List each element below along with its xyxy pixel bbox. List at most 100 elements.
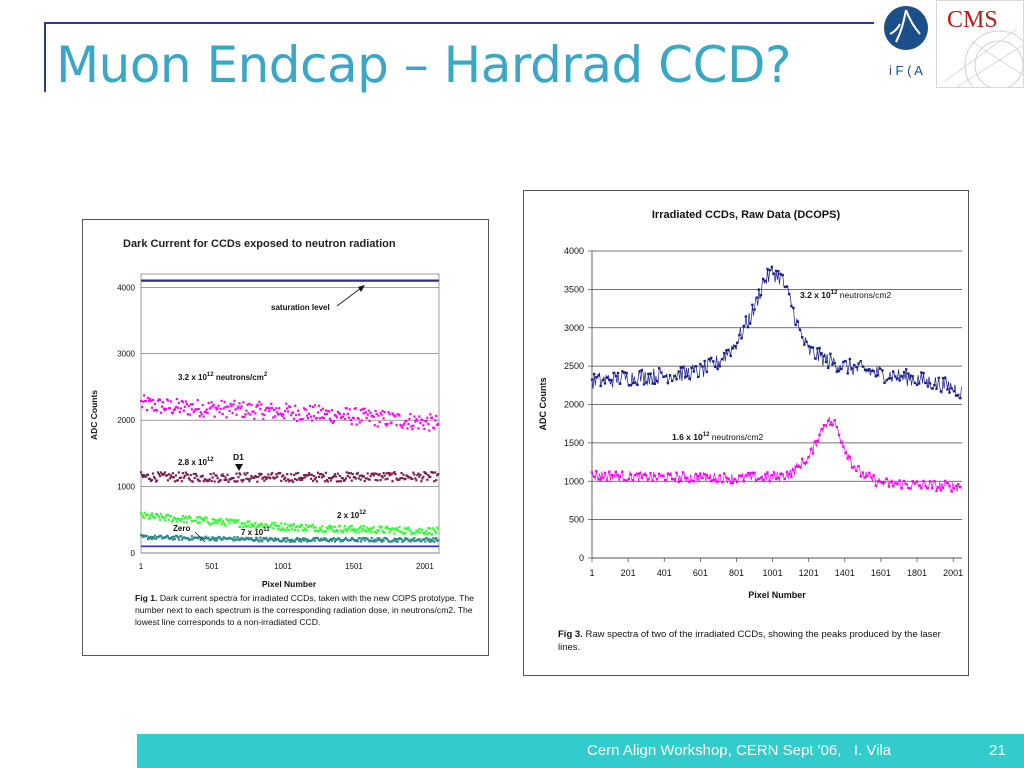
data-point bbox=[892, 484, 895, 488]
data-point bbox=[398, 414, 401, 417]
data-point bbox=[755, 296, 758, 299]
data-point bbox=[269, 477, 272, 480]
data-point bbox=[242, 525, 245, 529]
data-point bbox=[300, 538, 304, 541]
data-point bbox=[427, 527, 430, 530]
data-point bbox=[290, 414, 293, 417]
annotation-dose-7: 7 x 1011 bbox=[241, 527, 270, 537]
data-point bbox=[276, 475, 279, 478]
data-point bbox=[141, 475, 145, 479]
data-point bbox=[176, 536, 179, 539]
data-point bbox=[297, 529, 300, 532]
data-point bbox=[177, 538, 180, 541]
data-point bbox=[194, 519, 197, 522]
data-point bbox=[683, 476, 687, 479]
data-point bbox=[358, 526, 361, 530]
data-point bbox=[193, 476, 196, 480]
annotation-dose-2: 2 x 1012 bbox=[337, 510, 367, 520]
data-point bbox=[384, 423, 387, 426]
data-point bbox=[345, 530, 348, 533]
data-point bbox=[427, 474, 430, 477]
x-tick-label: 801 bbox=[729, 568, 744, 578]
data-point bbox=[855, 365, 858, 369]
data-point bbox=[362, 412, 365, 415]
data-point bbox=[616, 371, 620, 375]
data-point bbox=[417, 472, 420, 475]
data-point bbox=[348, 525, 351, 528]
data-point bbox=[798, 465, 802, 469]
data-point bbox=[221, 519, 224, 523]
data-point bbox=[311, 538, 315, 541]
x-tick-label: 1401 bbox=[835, 568, 855, 578]
data-point bbox=[261, 523, 264, 526]
data-point bbox=[701, 476, 704, 480]
data-point bbox=[187, 477, 190, 480]
data-point bbox=[195, 516, 198, 519]
data-point bbox=[883, 481, 886, 484]
data-point bbox=[631, 381, 635, 385]
data-point bbox=[249, 413, 252, 416]
data-point bbox=[423, 538, 426, 541]
data-point bbox=[883, 381, 886, 384]
data-point bbox=[266, 524, 269, 527]
data-point bbox=[206, 411, 209, 415]
data-point bbox=[212, 537, 215, 540]
data-point bbox=[768, 480, 771, 483]
data-point bbox=[268, 410, 271, 413]
data-point bbox=[283, 528, 286, 531]
data-point bbox=[426, 478, 429, 481]
data-point bbox=[918, 382, 921, 385]
data-point bbox=[323, 480, 327, 483]
data-point bbox=[746, 471, 750, 475]
data-point bbox=[187, 515, 190, 518]
data-point bbox=[277, 527, 280, 531]
data-point bbox=[176, 479, 179, 482]
data-point bbox=[944, 376, 947, 379]
data-point bbox=[418, 475, 421, 478]
data-point bbox=[395, 526, 398, 530]
data-point bbox=[252, 410, 255, 413]
data-point bbox=[140, 471, 143, 474]
data-point bbox=[759, 294, 763, 297]
data-point bbox=[277, 413, 280, 416]
data-point bbox=[707, 357, 711, 361]
data-point bbox=[428, 429, 431, 432]
data-point bbox=[634, 474, 637, 477]
series-s32 bbox=[140, 394, 440, 432]
data-point bbox=[217, 518, 220, 522]
data-point bbox=[729, 354, 732, 358]
data-point bbox=[184, 400, 187, 403]
x-tick-label: 1601 bbox=[871, 568, 891, 578]
data-point bbox=[366, 530, 369, 533]
data-point bbox=[292, 539, 295, 542]
data-point bbox=[257, 475, 260, 478]
data-point bbox=[337, 537, 340, 540]
data-point bbox=[826, 366, 830, 370]
data-point bbox=[298, 413, 301, 416]
data-point bbox=[718, 474, 722, 477]
data-point bbox=[642, 383, 646, 386]
footer-bar: Cern Align Workshop, CERN Sept '06, I. V… bbox=[137, 734, 1024, 768]
data-point bbox=[437, 528, 440, 531]
data-point bbox=[686, 375, 689, 378]
data-point bbox=[387, 471, 390, 475]
data-point bbox=[225, 517, 228, 520]
data-point bbox=[900, 487, 904, 490]
data-point bbox=[398, 526, 401, 529]
data-point bbox=[605, 376, 609, 379]
data-point bbox=[205, 408, 208, 411]
data-point bbox=[155, 513, 159, 516]
y-tick-label: 3000 bbox=[117, 350, 135, 359]
data-point bbox=[792, 468, 795, 471]
data-point bbox=[590, 378, 594, 381]
data-point bbox=[592, 372, 596, 376]
data-point bbox=[246, 520, 249, 523]
data-point bbox=[603, 471, 607, 475]
data-point bbox=[295, 538, 298, 541]
data-point bbox=[229, 402, 232, 405]
data-point bbox=[293, 417, 296, 420]
data-point bbox=[651, 382, 654, 385]
data-point bbox=[401, 476, 404, 480]
data-point bbox=[833, 419, 836, 422]
data-point bbox=[699, 362, 702, 366]
